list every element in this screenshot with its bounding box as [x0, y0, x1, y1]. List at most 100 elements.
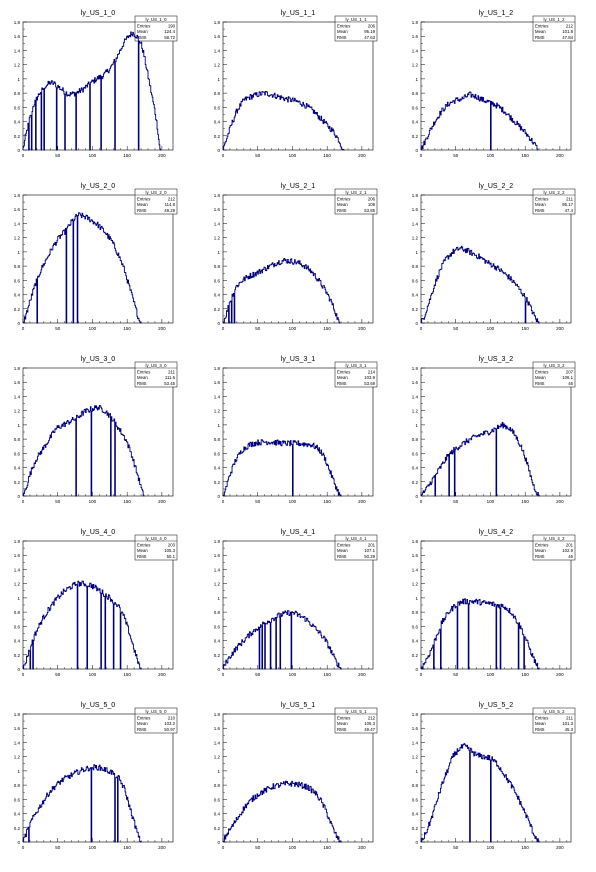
- stats-value: 190: [168, 23, 176, 28]
- histogram-line: [420, 743, 540, 843]
- histogram-line: [22, 31, 162, 151]
- y-tick-label: 0.2: [14, 826, 21, 831]
- x-tick-label: 200: [158, 845, 166, 850]
- stats-box: [532, 361, 576, 388]
- y-tick-label: 0.2: [14, 307, 21, 312]
- x-tick-label: 150: [521, 326, 529, 331]
- y-tick-label: 1.2: [14, 63, 21, 68]
- stats-value: 46: [568, 554, 573, 559]
- stats-value: 45.3: [565, 727, 574, 732]
- x-tick-label: 0: [222, 326, 225, 331]
- histogram-line: [222, 610, 342, 670]
- y-tick-label: 0.6: [412, 797, 419, 802]
- y-tick-label: 0.6: [214, 624, 221, 629]
- x-tick-label: 200: [556, 672, 564, 677]
- y-tick-label: 1.2: [14, 409, 21, 414]
- panel-title: ly_US_5_0: [81, 702, 115, 709]
- stats-label: RMS: [535, 35, 545, 40]
- stats-box: [532, 188, 576, 215]
- stats-value: 53.45: [164, 381, 175, 386]
- x-tick-label: 100: [89, 499, 97, 504]
- y-tick-label: 1.6: [214, 380, 221, 385]
- y-tick-label: 0.2: [14, 653, 21, 658]
- y-tick-label: 1.2: [214, 63, 221, 68]
- x-tick-label: 0: [420, 326, 423, 331]
- y-tick-label: 0.6: [214, 278, 221, 283]
- y-tick-label: 0.8: [14, 783, 21, 788]
- y-tick-label: 1: [217, 250, 220, 255]
- y-tick-label: 1.2: [14, 582, 21, 587]
- x-tick-label: 200: [556, 499, 564, 504]
- x-tick-label: 100: [487, 153, 495, 158]
- histogram-panel: ly_US_2_1 0 0.2 0.4 0.6 0.8 1 1.2 1.4 1.6 1.8 0 50 10…: [214, 183, 378, 331]
- stats-value: 201: [368, 542, 376, 547]
- y-tick-label: 0.8: [214, 437, 221, 442]
- y-tick-label: 1.8: [14, 366, 21, 371]
- y-tick-label: 0.4: [412, 120, 419, 125]
- stats-label: Entries: [137, 23, 150, 28]
- y-tick-label: 0.8: [14, 264, 21, 269]
- x-tick-label: 0: [420, 499, 423, 504]
- stats-value: 53.69: [364, 381, 375, 386]
- stats-value: 106.3: [364, 721, 375, 726]
- histogram-line: [22, 212, 142, 324]
- x-tick-label: 100: [89, 153, 97, 158]
- y-tick-label: 0.8: [214, 91, 221, 96]
- stats-name: ly_US_1_1: [345, 17, 367, 22]
- stats-value: 210: [168, 715, 176, 720]
- stats-value: 114.8: [165, 202, 176, 207]
- panel-title: ly_US_5_1: [281, 702, 315, 709]
- stats-label: Mean: [535, 548, 546, 553]
- stats-label: RMS: [535, 208, 545, 213]
- stats-label: RMS: [137, 35, 147, 40]
- y-tick-label: 1.4: [14, 221, 21, 226]
- x-tick-label: 150: [123, 153, 131, 158]
- x-tick-label: 200: [358, 845, 366, 850]
- x-tick-label: 50: [453, 499, 459, 504]
- y-tick-label: 1.4: [14, 48, 21, 53]
- x-tick-label: 150: [521, 672, 529, 677]
- histogram-panel: ly_US_2_0 0 0.2 0.4 0.6 0.8 1 1.2 1.4 1.6 1.8 0 50 10…: [14, 183, 178, 331]
- y-tick-label: 1.6: [214, 553, 221, 558]
- histogram-panel: ly_US_5_2 0 0.2 0.4 0.6 0.8 1 1.2 1.4 1.6 1.8 0 50 10…: [412, 702, 576, 850]
- histogram-panel: ly_US_1_1 0 0.2 0.4 0.6 0.8 1 1.2 1.4 1.6 1.8 0 50 10…: [214, 10, 378, 158]
- y-tick-label: 1.8: [214, 712, 221, 717]
- y-tick-label: 1.4: [412, 221, 419, 226]
- stats-name: ly_US_5_2: [543, 709, 565, 714]
- y-tick-label: 1: [217, 77, 220, 82]
- y-tick-label: 1.2: [412, 63, 419, 68]
- x-tick-label: 0: [22, 672, 25, 677]
- y-tick-label: 0.8: [412, 264, 419, 269]
- stats-label: Mean: [535, 29, 546, 34]
- stats-box: [134, 707, 178, 734]
- stats-value: 203: [168, 542, 176, 547]
- y-tick-label: 0.6: [14, 105, 21, 110]
- stats-label: Entries: [137, 542, 150, 547]
- stats-label: Mean: [337, 375, 348, 380]
- stats-name: ly_US_3_0: [145, 363, 167, 368]
- panel-title: ly_US_3_0: [81, 356, 115, 363]
- x-tick-label: 50: [453, 845, 459, 850]
- stats-value: 50.1: [167, 554, 176, 559]
- stats-label: Entries: [337, 23, 350, 28]
- y-tick-label: 1.6: [214, 207, 221, 212]
- stats-label: Entries: [535, 196, 548, 201]
- stats-label: Mean: [337, 29, 348, 34]
- stats-label: Mean: [337, 202, 348, 207]
- x-tick-label: 150: [123, 672, 131, 677]
- histogram-panel: ly_US_1_0 0 0.2 0.4 0.6 0.8 1 1.2 1.4 1.6 1.8 0 50 10…: [14, 10, 178, 158]
- y-tick-label: 0.8: [412, 437, 419, 442]
- y-tick-label: 0.4: [14, 639, 21, 644]
- y-tick-label: 0: [217, 667, 220, 672]
- x-tick-label: 200: [158, 672, 166, 677]
- x-tick-label: 50: [453, 326, 459, 331]
- x-tick-label: 200: [556, 845, 564, 850]
- stats-label: Mean: [137, 29, 148, 34]
- x-tick-label: 100: [487, 672, 495, 677]
- stats-label: RMS: [337, 554, 347, 559]
- y-tick-label: 0: [17, 148, 20, 153]
- y-tick-label: 1.2: [412, 582, 419, 587]
- y-tick-label: 1.6: [214, 34, 221, 39]
- y-tick-label: 0: [217, 321, 220, 326]
- y-tick-label: 0.2: [214, 653, 221, 658]
